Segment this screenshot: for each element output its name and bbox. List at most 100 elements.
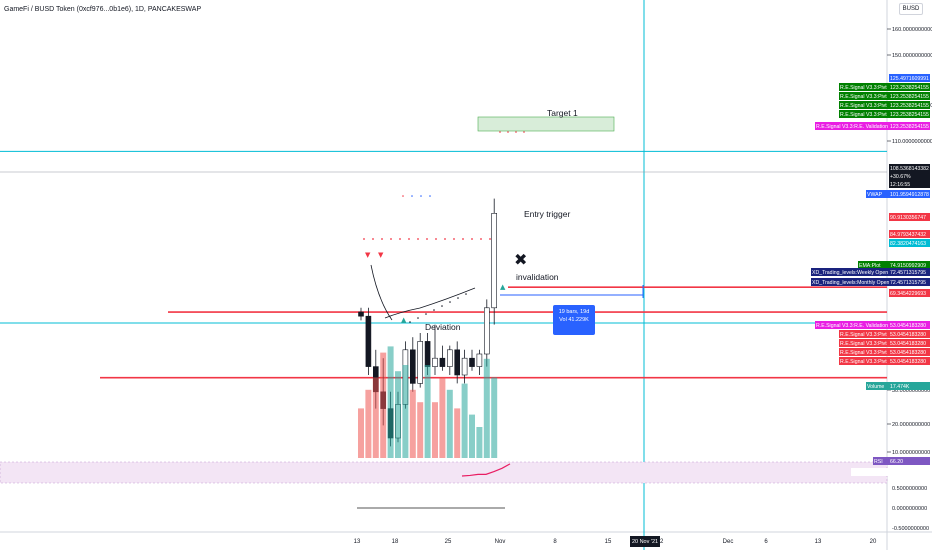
volume-bar [358,408,364,458]
price-tag-value: 123.2538254155 [890,85,929,91]
measure-box: 19 bars, 19d Vol 41.229K [553,305,595,335]
price-tag-label: R.E.Signal V3.3:Pivt [840,103,887,109]
candle [491,213,498,309]
price-tag-label-bg [811,268,889,276]
price-tag-label: R.E.Signal V3.3:Pivt [840,350,887,356]
price-tag-value-bg [889,382,930,390]
price-tag-value: 53.0454183280 [890,359,926,365]
price-tag-value: 17.474K [890,384,910,390]
price-tag-label-bg [866,382,889,390]
target-dot [507,131,509,133]
pivot-dot [444,238,446,240]
volume-bar [454,408,461,458]
price-tag-label: R.E.Signal V3.3:R.E. Validation [816,124,888,130]
price-tag-value-bg [889,339,930,347]
pivot-dot [480,238,482,240]
deviation-curve-left [370,264,393,321]
rsi-line [461,463,511,477]
rsi-tick-label: 0.0000000000 [892,506,927,512]
target-dot [499,131,501,133]
measure-vol: Vol 41.229K [559,317,589,323]
rsi-band [0,461,888,484]
price-tag-value: 72.4571315795 [890,270,926,276]
time-tick-label: 6 [764,539,768,545]
price-tag-label-bg [839,110,889,118]
target-zone [477,116,615,132]
pivot-dot [372,238,374,240]
pivot-dot [363,238,365,240]
candle [454,349,461,376]
deviation-curve [384,287,476,319]
pivot-dot [409,321,411,323]
time-tick-label: 15 [605,539,612,545]
currency-button[interactable]: BUSD [899,3,923,15]
pivot-dot [471,238,473,240]
volume-bar [432,402,438,458]
price-tag-value-bg [889,321,930,329]
annotation-entry: Entry trigger [524,209,570,219]
candle [483,307,490,355]
volume-bar [446,389,453,458]
pivot-dot [457,297,459,299]
price-tag-label: Volume [867,384,884,390]
price-tag-value-bg [889,190,930,198]
price-tick-label: 20.0000000000 [892,422,930,428]
price-tag-value: 53.0454183280 [890,341,926,347]
price-tag-label: XD_Trading_levels:Weekly Open [812,270,888,276]
pivot-dot [426,238,428,240]
volume-bar [483,358,490,458]
price-tag-label: R.E.Signal V3.3:R.E. Validation [816,323,888,329]
crosshair-date: 20 Nov '21 [630,536,660,547]
price-tag-value: 123.2538254155 [890,103,929,109]
price-tag: 90.9130356747 [890,215,926,221]
pivot-dot [462,238,464,240]
price-tag-label: RSI [874,459,883,465]
price-tag-value: 74.9150992909 [890,263,926,269]
price-tick-label: 150.0000000000 [892,53,932,59]
price-tag: 69.3454229693 [890,291,926,297]
price-tag-label-bg [858,261,889,269]
price-tag-bg [889,180,930,188]
price-tag-label-bg [811,278,889,286]
price-tag-value: 66.20 [890,459,903,465]
price-tag-value-bg [889,92,930,100]
volume-bar [417,402,424,458]
price-tag-value-bg [889,101,930,109]
price-tag-label: XD_Trading_levels:Monthly Open [812,280,889,286]
price-tag-label: R.E.Signal V3.3:Pivt [840,359,887,365]
volume-bars [358,346,498,458]
volume-bar [380,352,387,458]
price-tag-label: R.E.Signal V3.3:Pivt [840,85,887,91]
pivot-dot [465,293,467,295]
invalidation-mark: ✖ [514,250,527,269]
price-tag-label-bg [839,101,889,109]
price-tag-label: VWAP [867,192,883,198]
pivot-dot [408,238,410,240]
price-tick-label: 160.0000000000 [892,27,932,33]
volume-bar [365,389,372,458]
price-tag-value-bg [889,122,930,130]
price-tag-value: 101.9594912878 [890,192,929,198]
volume-bar [476,427,483,458]
time-tick-label: 18 [392,539,399,545]
time-tick-label: Nov [495,539,506,545]
pivot-dot [417,317,419,319]
pivot-dot [381,238,383,240]
candle [417,341,424,384]
price-tag: 108.5368143382 [890,166,929,172]
price-tag-label-bg [839,83,889,91]
signal-arrow: ▼ [365,251,371,259]
volume-bar [439,377,446,458]
price-tag-label-bg [839,357,889,365]
price-tag-value-bg [889,261,930,269]
price-tag-value: 123.2538254155 [890,112,929,118]
candle [446,349,453,367]
price-tag-label: R.E.Signal V3.3:Pivt [840,112,887,118]
time-tick-label: 13 [354,539,361,545]
price-tag-label: R.E.Signal V3.3:Pivt [840,332,887,338]
price-tag-bg [889,172,930,180]
price-tag-value: 53.0454183280 [890,332,926,338]
chart-title: GameFi / BUSD Token (0xcf976...0b1e6), 1… [4,6,202,13]
price-tag-value-bg [889,83,930,91]
